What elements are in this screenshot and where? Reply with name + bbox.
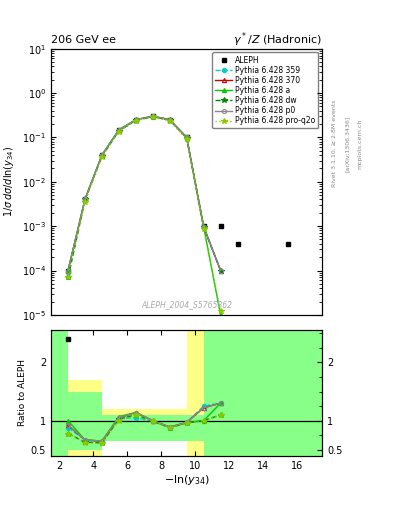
Pythia 6.428 pro-q2o (116, 129, 121, 135)
Pythia 6.428 dw (83, 196, 87, 202)
Pythia 6.428 a (151, 113, 155, 119)
ALEPH (134, 117, 138, 123)
Y-axis label: $1/\sigma\,d\sigma/d\ln(y_{34})$: $1/\sigma\,d\sigma/d\ln(y_{34})$ (2, 146, 17, 218)
Pythia 6.428 dw (66, 274, 70, 281)
Pythia 6.428 a (184, 134, 189, 140)
Pythia 6.428 pro-q2o (201, 226, 206, 232)
Line: Pythia 6.428 dw: Pythia 6.428 dw (65, 114, 223, 280)
Pythia 6.428 dw (167, 117, 172, 123)
Pythia 6.428 dw (134, 117, 138, 123)
Pythia 6.428 359 (116, 128, 121, 134)
Pythia 6.428 dw (99, 153, 104, 159)
Text: ALEPH_2004_S5765862: ALEPH_2004_S5765862 (141, 301, 232, 310)
Pythia 6.428 a (201, 223, 206, 229)
Pythia 6.428 p0 (184, 134, 189, 140)
Legend: ALEPH, Pythia 6.428 359, Pythia 6.428 370, Pythia 6.428 a, Pythia 6.428 dw, Pyth: ALEPH, Pythia 6.428 359, Pythia 6.428 37… (212, 52, 318, 129)
Pythia 6.428 a (83, 196, 87, 202)
Pythia 6.428 dw (116, 128, 121, 134)
Line: Pythia 6.428 p0: Pythia 6.428 p0 (66, 114, 223, 272)
Pythia 6.428 p0 (99, 152, 104, 158)
ALEPH (201, 223, 206, 229)
Pythia 6.428 359 (66, 274, 70, 281)
ALEPH (83, 196, 87, 202)
Pythia 6.428 p0 (201, 223, 206, 229)
Pythia 6.428 p0 (134, 117, 138, 123)
Pythia 6.428 370 (167, 117, 172, 123)
Pythia 6.428 370 (99, 152, 104, 158)
Pythia 6.428 359 (184, 135, 189, 141)
Pythia 6.428 pro-q2o (184, 136, 189, 142)
Pythia 6.428 370 (116, 127, 121, 133)
ALEPH (218, 223, 223, 229)
Pythia 6.428 pro-q2o (99, 154, 104, 160)
ALEPH (151, 113, 155, 119)
Pythia 6.428 pro-q2o (218, 308, 223, 314)
Pythia 6.428 370 (66, 267, 70, 273)
Pythia 6.428 370 (134, 117, 138, 123)
Pythia 6.428 p0 (116, 127, 121, 133)
Text: 206 GeV ee: 206 GeV ee (51, 35, 116, 45)
Pythia 6.428 a (116, 126, 121, 133)
Line: Pythia 6.428 359: Pythia 6.428 359 (66, 115, 223, 280)
ALEPH (66, 267, 70, 273)
Pythia 6.428 p0 (83, 196, 87, 202)
Pythia 6.428 pro-q2o (66, 274, 70, 281)
ALEPH (116, 126, 121, 133)
Pythia 6.428 a (218, 312, 223, 318)
Line: Pythia 6.428 370: Pythia 6.428 370 (66, 114, 223, 272)
Pythia 6.428 p0 (167, 117, 172, 123)
Pythia 6.428 a (66, 267, 70, 273)
Pythia 6.428 pro-q2o (167, 118, 172, 124)
Pythia 6.428 a (167, 117, 172, 123)
Pythia 6.428 359 (83, 196, 87, 202)
Pythia 6.428 dw (151, 114, 155, 120)
ALEPH (99, 152, 104, 158)
Pythia 6.428 pro-q2o (83, 199, 87, 205)
ALEPH (167, 117, 172, 123)
Pythia 6.428 359 (201, 224, 206, 230)
Pythia 6.428 359 (167, 117, 172, 123)
Text: $\gamma^*/Z$ (Hadronic): $\gamma^*/Z$ (Hadronic) (233, 30, 322, 49)
Pythia 6.428 a (99, 152, 104, 158)
Line: Pythia 6.428 a: Pythia 6.428 a (66, 114, 223, 317)
Pythia 6.428 370 (83, 196, 87, 202)
Pythia 6.428 359 (218, 267, 223, 273)
Text: mcplots.cern.ch: mcplots.cern.ch (358, 118, 363, 168)
Pythia 6.428 p0 (66, 267, 70, 273)
Pythia 6.428 dw (184, 135, 189, 141)
ALEPH (184, 134, 189, 140)
Pythia 6.428 dw (201, 224, 206, 230)
Y-axis label: Ratio to ALEPH: Ratio to ALEPH (18, 359, 27, 426)
Text: [arXiv:1306.3436]: [arXiv:1306.3436] (345, 115, 350, 172)
Pythia 6.428 370 (184, 134, 189, 140)
Pythia 6.428 p0 (151, 113, 155, 119)
Line: ALEPH: ALEPH (66, 114, 223, 273)
Pythia 6.428 370 (218, 267, 223, 273)
Pythia 6.428 359 (99, 153, 104, 159)
Text: Rivet 3.1.10, ≥ 2.8M events: Rivet 3.1.10, ≥ 2.8M events (332, 100, 337, 187)
Pythia 6.428 pro-q2o (151, 114, 155, 120)
Line: Pythia 6.428 pro-q2o: Pythia 6.428 pro-q2o (65, 114, 223, 314)
Pythia 6.428 370 (151, 113, 155, 119)
Pythia 6.428 a (134, 117, 138, 123)
Pythia 6.428 pro-q2o (134, 117, 138, 123)
Pythia 6.428 dw (218, 267, 223, 273)
Pythia 6.428 p0 (218, 267, 223, 273)
X-axis label: $-\ln(y_{34})$: $-\ln(y_{34})$ (163, 473, 210, 487)
Pythia 6.428 370 (201, 223, 206, 229)
Pythia 6.428 359 (134, 117, 138, 123)
Pythia 6.428 359 (151, 114, 155, 120)
